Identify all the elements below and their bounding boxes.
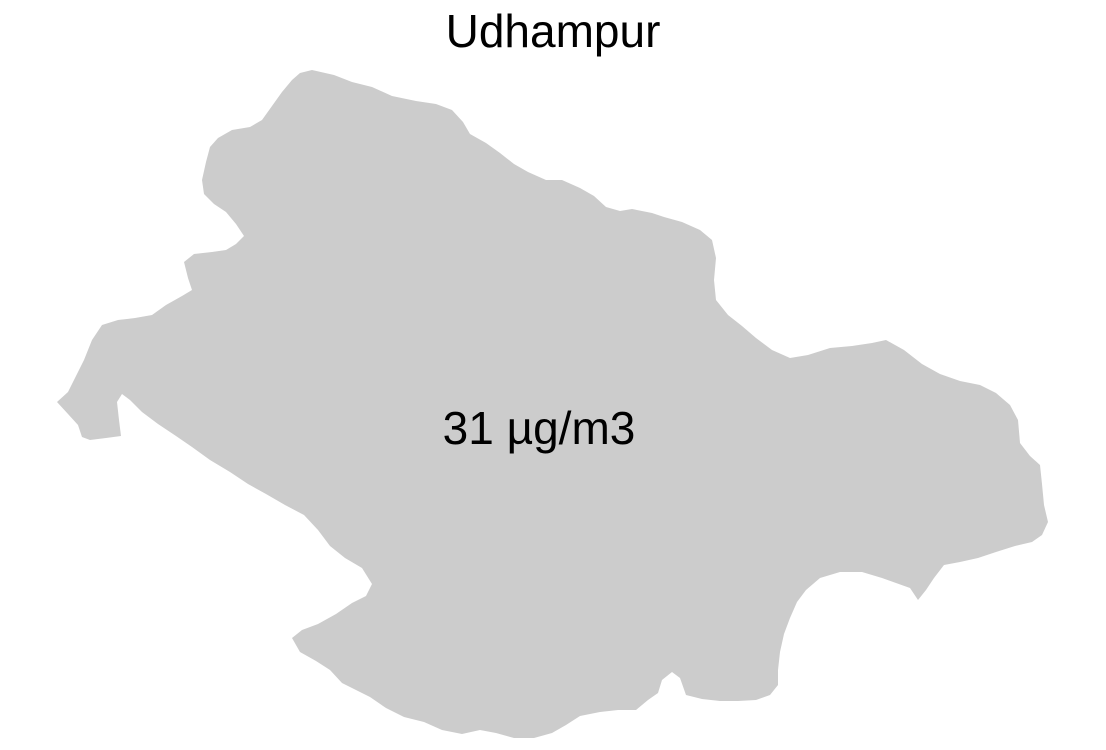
map-title: Udhampur xyxy=(446,5,661,57)
udhampur-district-shape xyxy=(57,70,1048,738)
pm25-value-label: 31 µg/m3 xyxy=(443,402,636,454)
